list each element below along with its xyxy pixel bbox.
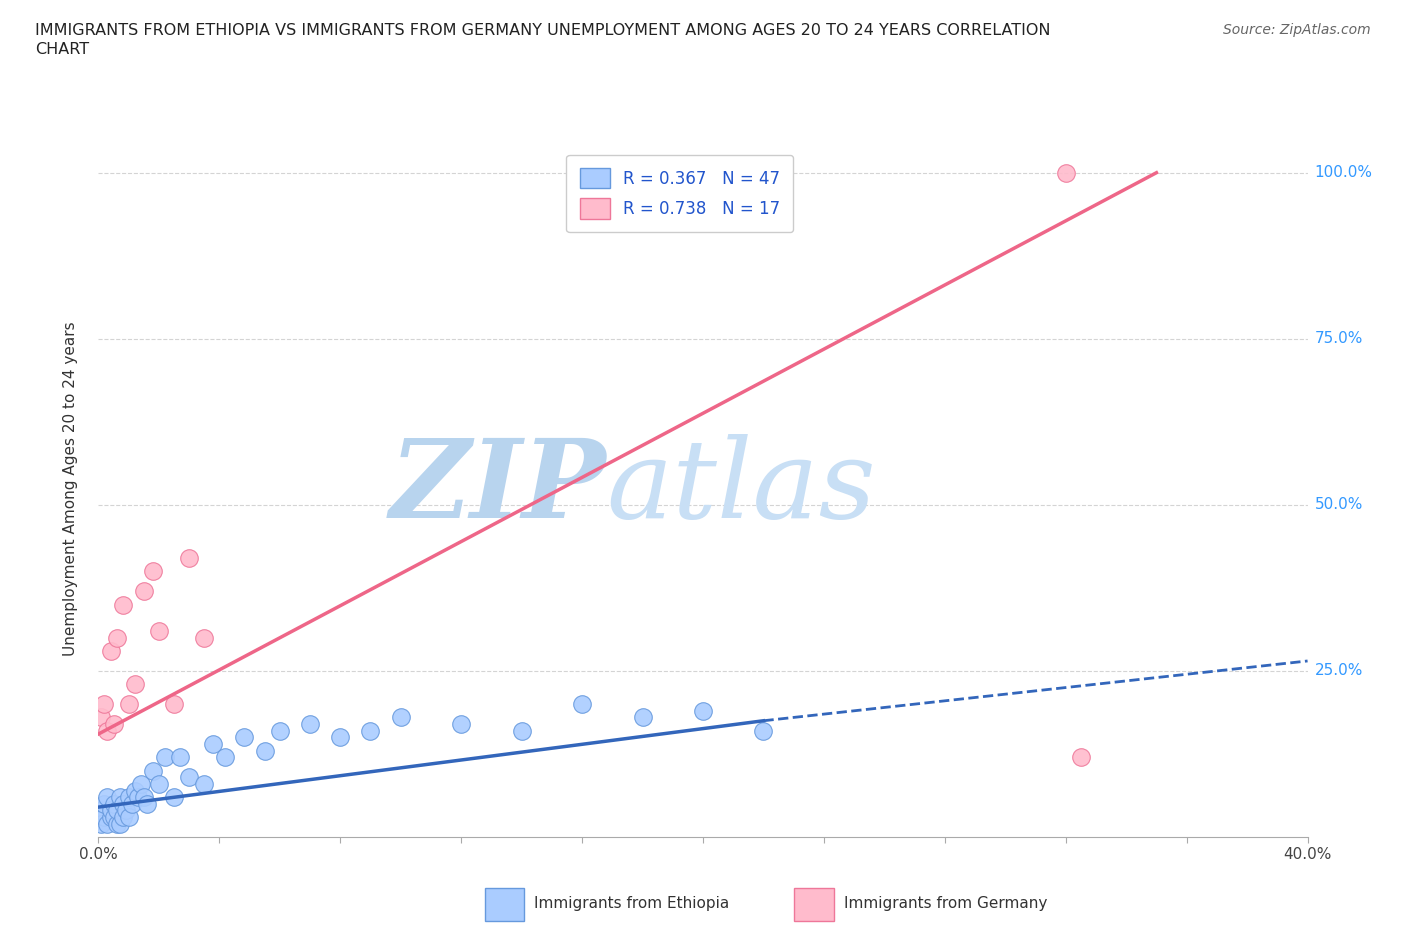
Point (148, 777, 170, 791)
Point (360, 724, 382, 738)
Point (96, 817, 118, 831)
Point (121, 796, 143, 811)
Point (118, 697, 141, 711)
Point (299, 717, 322, 732)
Point (253, 743, 276, 758)
Point (571, 697, 593, 711)
Text: 75.0%: 75.0% (1315, 331, 1362, 346)
Point (111, 810, 134, 825)
Point (193, 777, 215, 791)
Point (132, 584, 155, 599)
Text: Source: ZipAtlas.com: Source: ZipAtlas.com (1223, 23, 1371, 37)
Point (100, 810, 122, 825)
Text: 25.0%: 25.0% (1315, 663, 1362, 678)
Point (114, 803, 136, 817)
Point (93, 796, 115, 811)
Point (202, 737, 225, 751)
Point (90, 817, 112, 831)
Point (129, 777, 152, 791)
Point (389, 710, 412, 724)
Text: 100.0%: 100.0% (1315, 166, 1372, 180)
Point (214, 750, 236, 764)
Text: Immigrants from Germany: Immigrants from Germany (844, 897, 1047, 911)
Point (103, 810, 125, 825)
Point (692, 703, 714, 718)
Text: Immigrants from Ethiopia: Immigrants from Ethiopia (534, 897, 730, 911)
Point (105, 803, 128, 817)
Point (93, 697, 115, 711)
Point (1070, 750, 1092, 764)
Text: 50.0%: 50.0% (1315, 498, 1362, 512)
Point (105, 631, 128, 645)
Point (96, 790, 118, 804)
Point (193, 631, 215, 645)
Point (108, 790, 131, 804)
Point (169, 750, 191, 764)
Point (103, 717, 125, 732)
Point (269, 724, 291, 738)
Point (90, 710, 112, 724)
Legend: R = 0.367   N = 47, R = 0.738   N = 17: R = 0.367 N = 47, R = 0.738 N = 17 (567, 154, 793, 232)
Point (118, 810, 141, 825)
Point (124, 677, 146, 692)
Point (111, 796, 134, 811)
Point (100, 803, 122, 817)
Point (142, 564, 165, 578)
Text: IMMIGRANTS FROM ETHIOPIA VS IMMIGRANTS FROM GERMANY UNEMPLOYMENT AMONG AGES 20 T: IMMIGRANTS FROM ETHIOPIA VS IMMIGRANTS F… (35, 23, 1050, 38)
Text: atlas: atlas (606, 434, 876, 542)
Point (111, 597, 134, 612)
Point (142, 764, 165, 778)
Point (163, 697, 186, 711)
Point (148, 624, 170, 639)
Point (132, 790, 155, 804)
Point (103, 796, 125, 811)
Point (105, 817, 128, 831)
Text: ZIP: ZIP (389, 434, 606, 542)
Y-axis label: Unemployment Among Ages 20 to 24 years: Unemployment Among Ages 20 to 24 years (63, 321, 77, 656)
Point (127, 790, 149, 804)
Point (90, 803, 112, 817)
Point (752, 724, 775, 738)
Point (153, 750, 176, 764)
Point (177, 551, 201, 565)
Point (631, 710, 654, 724)
Point (124, 783, 146, 798)
Point (93, 810, 115, 825)
Point (108, 817, 131, 831)
Point (450, 717, 472, 732)
Point (177, 770, 201, 785)
Point (100, 644, 122, 658)
Point (329, 730, 352, 745)
Point (118, 790, 141, 804)
Point (510, 724, 533, 738)
Point (135, 796, 157, 811)
Point (1054, 166, 1077, 180)
Point (232, 730, 254, 745)
Point (163, 790, 186, 804)
Point (96, 724, 118, 738)
Text: CHART: CHART (35, 42, 89, 57)
